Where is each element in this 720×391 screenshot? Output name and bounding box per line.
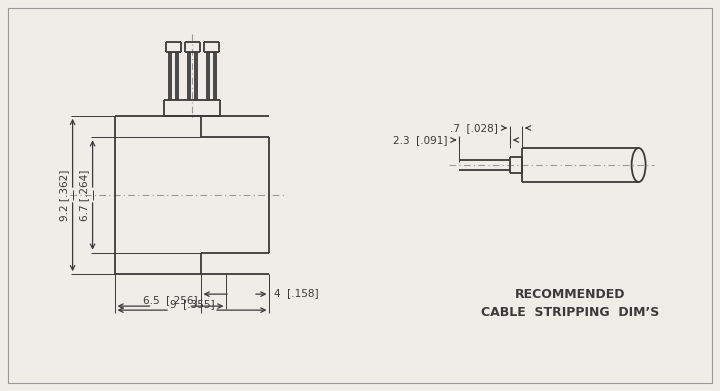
Text: 6.7 [.264]: 6.7 [.264] <box>78 169 89 221</box>
Text: 6.5  [.256]: 6.5 [.256] <box>143 295 198 305</box>
Text: CABLE  STRIPPING  DIM’S: CABLE STRIPPING DIM’S <box>481 307 659 319</box>
Text: 9  [.355]: 9 [.355] <box>170 299 215 309</box>
Text: 2.3  [.091]: 2.3 [.091] <box>393 135 447 145</box>
Text: 4  [.158]: 4 [.158] <box>274 288 319 298</box>
Text: RECOMMENDED: RECOMMENDED <box>515 289 625 301</box>
Text: .7  [.028]: .7 [.028] <box>450 123 498 133</box>
Text: 9.2 [.362]: 9.2 [.362] <box>58 169 68 221</box>
